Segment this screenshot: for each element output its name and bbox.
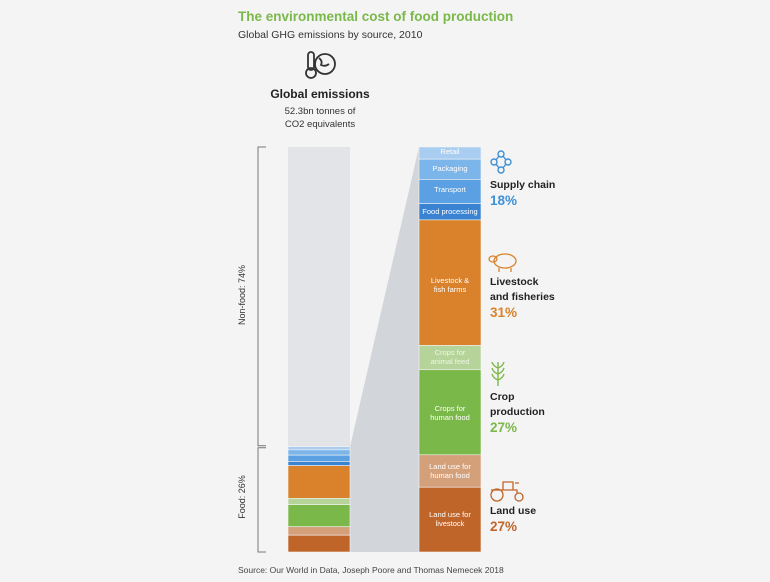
- left-bar-segment-retail: [287, 446, 351, 451]
- seg-label-livestock: Livestock & fish farms: [419, 276, 481, 294]
- category-livestock-name-line2: and fisheries: [490, 291, 555, 303]
- category-land-use-pct: 27%: [490, 519, 518, 534]
- chart-title: The environmental cost of food productio…: [238, 9, 514, 24]
- seg-label-land-livestock-line2: livestock: [435, 519, 465, 528]
- seg-label-land-livestock: Land use for livestock: [419, 510, 481, 528]
- seg-label-transport: Transport: [434, 185, 466, 194]
- seg-label-crops-human: Crops for human food: [419, 404, 481, 422]
- seg-label-land-human-line2: human food: [430, 471, 470, 480]
- left-bar-segment-food-processing: [287, 461, 351, 466]
- category-livestock-pct: 31%: [490, 305, 518, 320]
- global-emissions-subtitle-line1: 52.3bn tonnes of: [284, 106, 356, 117]
- global-emissions-title: Global emissions: [270, 87, 370, 101]
- bar-segment-nonfood: [288, 147, 350, 447]
- seg-label-crops-feed: Crops for animal feed: [419, 348, 481, 366]
- global-emissions-subtitle-line2: CO2 equivalents: [284, 119, 356, 130]
- left-bar-segment-packaging: [287, 449, 351, 456]
- right-bar-segment-crops-animal-feed: [418, 345, 482, 371]
- seg-label-crops-human-line1: Crops for: [434, 404, 466, 413]
- left-bar-segment-crops-animal-feed: [287, 497, 351, 505]
- left-bar-segment-transport: [287, 454, 351, 462]
- category-land-use: Land use 27%: [490, 504, 536, 534]
- seg-label-food-processing: Food processing: [422, 207, 478, 216]
- category-supply-chain-name: Supply chain: [490, 179, 556, 191]
- left-bar-segment-livestock-fish-farms: [287, 465, 351, 499]
- seg-label-livestock-line1: Livestock &: [430, 276, 470, 285]
- seg-label-land-human-line1: Land use for: [429, 462, 471, 471]
- left-bar-segment-crops-human-food: [287, 504, 351, 528]
- nonfood-bracket: [257, 146, 266, 447]
- right-bar-segment-livestock-fish-farms: [418, 219, 482, 346]
- global-emissions-subtitle: 52.3bn tonnes of CO2 equivalents: [255, 105, 385, 131]
- category-crop-name-line2: production: [490, 406, 545, 418]
- right-bar-segment-crops-human-food: [418, 369, 482, 456]
- seg-label-crops-feed-line2: animal feed: [430, 357, 470, 366]
- seg-label-land-human: Land use for human food: [419, 462, 481, 480]
- category-crop: Crop production 27%: [490, 390, 545, 435]
- connector-band: [350, 147, 419, 552]
- seg-label-crops-feed-line1: Crops for: [434, 348, 466, 357]
- nonfood-bracket-label: Non-food: 74%: [237, 264, 247, 326]
- category-crop-name-line1: Crop: [490, 391, 515, 403]
- category-livestock-name-line1: Livestock: [490, 276, 539, 288]
- category-supply-chain-pct: 18%: [490, 193, 518, 208]
- seg-label-packaging: Packaging: [432, 164, 468, 173]
- right-bar-segment-transport: [418, 179, 482, 204]
- category-crop-pct: 27%: [490, 420, 518, 435]
- seg-label-land-livestock-line1: Land use for: [429, 510, 471, 519]
- chart-subtitle: Global GHG emissions by source, 2010: [238, 29, 423, 41]
- food-bracket-label: Food: 26%: [237, 475, 247, 519]
- category-livestock: Livestock and fisheries 31%: [490, 275, 555, 320]
- seg-label-retail: Retail: [440, 147, 460, 156]
- left-bar-segment-land-use-human-food: [287, 526, 351, 536]
- seg-label-livestock-line2: fish farms: [433, 285, 467, 294]
- category-supply-chain: Supply chain 18%: [490, 178, 555, 208]
- food-bracket: [257, 447, 266, 553]
- right-bar-segment-land-use-human-food: [418, 454, 482, 488]
- right-bar-segment-land-use-livestock: [418, 486, 482, 553]
- source-note: Source: Our World in Data, Joseph Poore …: [238, 565, 504, 575]
- seg-label-crops-human-line2: human food: [430, 413, 470, 422]
- category-land-use-name: Land use: [490, 505, 537, 517]
- left-bar-segment-land-use-livestock: [287, 534, 351, 553]
